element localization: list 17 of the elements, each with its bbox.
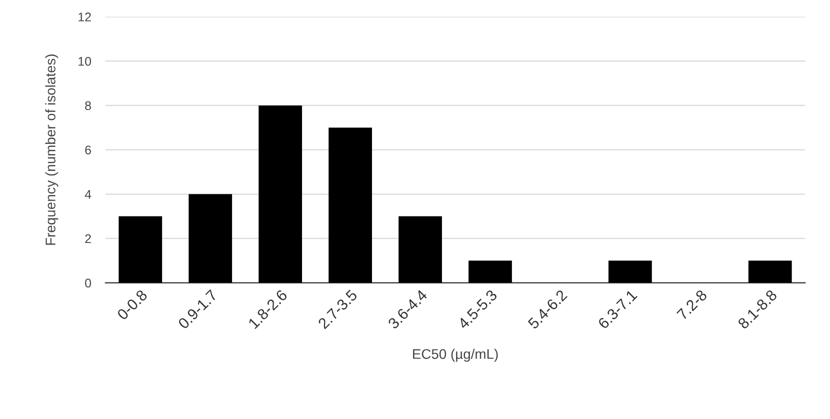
bar [328, 128, 372, 283]
y-tick-label: 4 [84, 190, 92, 199]
bar [118, 216, 162, 283]
bar [468, 260, 512, 283]
bar [608, 260, 652, 283]
bar [748, 260, 792, 283]
bar [258, 105, 302, 283]
y-tick-label: 6 [85, 146, 91, 154]
y-tick-label: 0 [85, 278, 92, 288]
y-axis-title: Frequency (number of isolates) [45, 54, 58, 245]
y-tick-label: 10 [78, 56, 92, 66]
bar [188, 194, 232, 283]
y-tick-label: 8 [85, 101, 91, 110]
y-tick-label: 12 [78, 12, 91, 22]
bar [398, 216, 442, 283]
y-tick-label: 2 [85, 234, 91, 244]
x-axis-title: EC50 (µg/mL) [413, 348, 498, 362]
